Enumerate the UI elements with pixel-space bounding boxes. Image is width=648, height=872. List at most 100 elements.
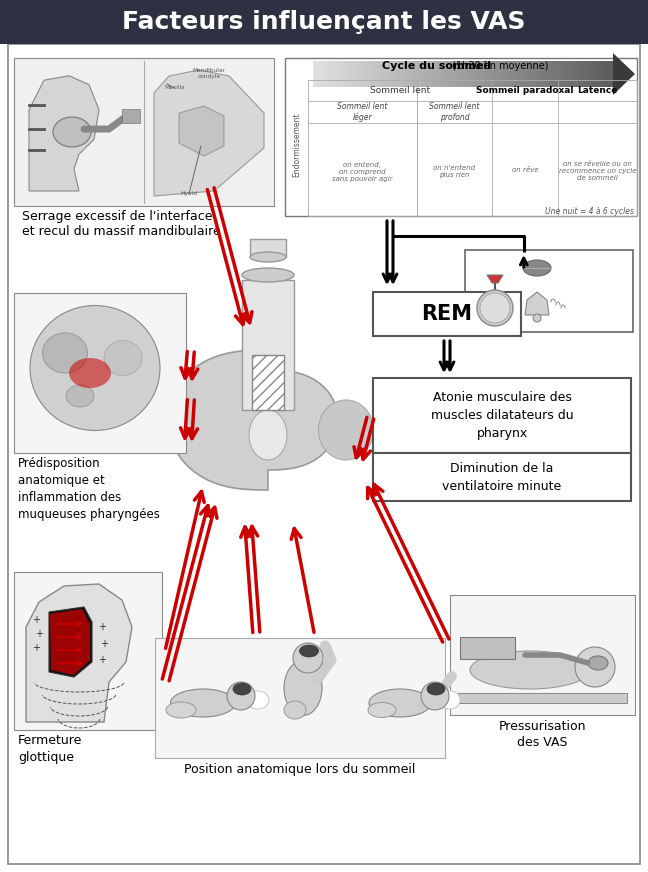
Text: Latence: Latence xyxy=(577,86,618,95)
Bar xyxy=(335,61,336,87)
Bar xyxy=(581,61,582,87)
Bar xyxy=(385,61,386,87)
Polygon shape xyxy=(49,607,92,677)
Bar xyxy=(313,61,314,87)
Bar xyxy=(449,61,450,87)
Bar xyxy=(549,61,550,87)
Bar xyxy=(378,61,379,87)
Bar xyxy=(607,61,608,87)
Bar xyxy=(428,61,429,87)
Ellipse shape xyxy=(250,252,286,262)
Bar xyxy=(318,61,319,87)
Ellipse shape xyxy=(427,683,445,695)
Bar xyxy=(457,61,458,87)
Bar xyxy=(401,61,402,87)
Bar xyxy=(467,61,468,87)
Bar xyxy=(447,61,448,87)
Ellipse shape xyxy=(249,410,287,460)
Bar xyxy=(484,61,485,87)
Polygon shape xyxy=(154,70,264,196)
Bar xyxy=(473,61,474,87)
Bar xyxy=(122,109,140,123)
Bar xyxy=(423,61,424,87)
Bar xyxy=(346,61,347,87)
Text: Fermeture
glottique: Fermeture glottique xyxy=(18,734,82,764)
Bar xyxy=(394,61,395,87)
Bar xyxy=(453,61,454,87)
Bar xyxy=(569,61,570,87)
Bar xyxy=(477,61,478,87)
Bar xyxy=(404,61,405,87)
Bar xyxy=(586,61,587,87)
Bar xyxy=(496,61,497,87)
Bar xyxy=(503,61,504,87)
Bar xyxy=(543,61,544,87)
Text: Cycle du sommeil: Cycle du sommeil xyxy=(382,61,491,71)
Bar xyxy=(405,61,406,87)
Bar xyxy=(476,61,477,87)
Polygon shape xyxy=(179,106,224,156)
Bar xyxy=(461,61,462,87)
Bar xyxy=(588,61,589,87)
Bar xyxy=(608,61,609,87)
Text: Prédisposition
anatomique et
inflammation des
muqueuses pharyngées: Prédisposition anatomique et inflammatio… xyxy=(18,457,160,521)
Bar xyxy=(431,61,432,87)
Text: Sommeil lent: Sommeil lent xyxy=(370,86,430,95)
Bar xyxy=(351,61,352,87)
Bar xyxy=(322,61,323,87)
Bar xyxy=(439,61,440,87)
Bar xyxy=(365,61,366,87)
Bar xyxy=(499,61,500,87)
Bar xyxy=(568,61,569,87)
Bar xyxy=(485,61,486,87)
Bar xyxy=(456,61,457,87)
Bar xyxy=(388,61,389,87)
Circle shape xyxy=(533,314,541,322)
Bar xyxy=(585,61,586,87)
Bar xyxy=(541,61,542,87)
Bar xyxy=(460,637,515,659)
Bar xyxy=(393,61,394,87)
Ellipse shape xyxy=(242,268,294,282)
Ellipse shape xyxy=(53,117,91,147)
Bar xyxy=(494,61,495,87)
Bar xyxy=(454,61,455,87)
Bar xyxy=(381,61,382,87)
Bar xyxy=(331,61,332,87)
Text: Serrage excessif de l'interface
et recul du massif mandibulaire: Serrage excessif de l'interface et recul… xyxy=(22,210,221,238)
Bar xyxy=(565,61,566,87)
Bar xyxy=(479,61,480,87)
Bar xyxy=(601,61,602,87)
Bar xyxy=(338,61,339,87)
Text: Sommeil lent
léger: Sommeil lent léger xyxy=(337,102,388,122)
Bar xyxy=(14,58,274,206)
Bar xyxy=(590,61,591,87)
Polygon shape xyxy=(50,609,90,675)
Bar xyxy=(583,61,584,87)
Ellipse shape xyxy=(299,645,319,657)
Bar xyxy=(386,61,387,87)
Bar xyxy=(531,61,532,87)
Bar xyxy=(575,61,576,87)
Bar xyxy=(347,61,348,87)
Bar xyxy=(450,61,451,87)
Bar xyxy=(580,61,581,87)
Bar xyxy=(440,61,441,87)
Ellipse shape xyxy=(523,260,551,276)
Bar xyxy=(333,61,334,87)
Bar xyxy=(242,280,294,410)
Bar xyxy=(574,61,575,87)
Bar xyxy=(465,250,633,332)
Bar xyxy=(339,61,340,87)
Bar xyxy=(560,61,561,87)
Text: Hyoid: Hyoid xyxy=(181,191,198,196)
Bar xyxy=(383,61,384,87)
Bar xyxy=(411,61,412,87)
Bar xyxy=(558,61,559,87)
Bar xyxy=(501,61,502,87)
Bar xyxy=(464,61,465,87)
Bar xyxy=(554,61,555,87)
Bar xyxy=(460,61,461,87)
Bar xyxy=(510,61,511,87)
Bar xyxy=(342,61,343,87)
